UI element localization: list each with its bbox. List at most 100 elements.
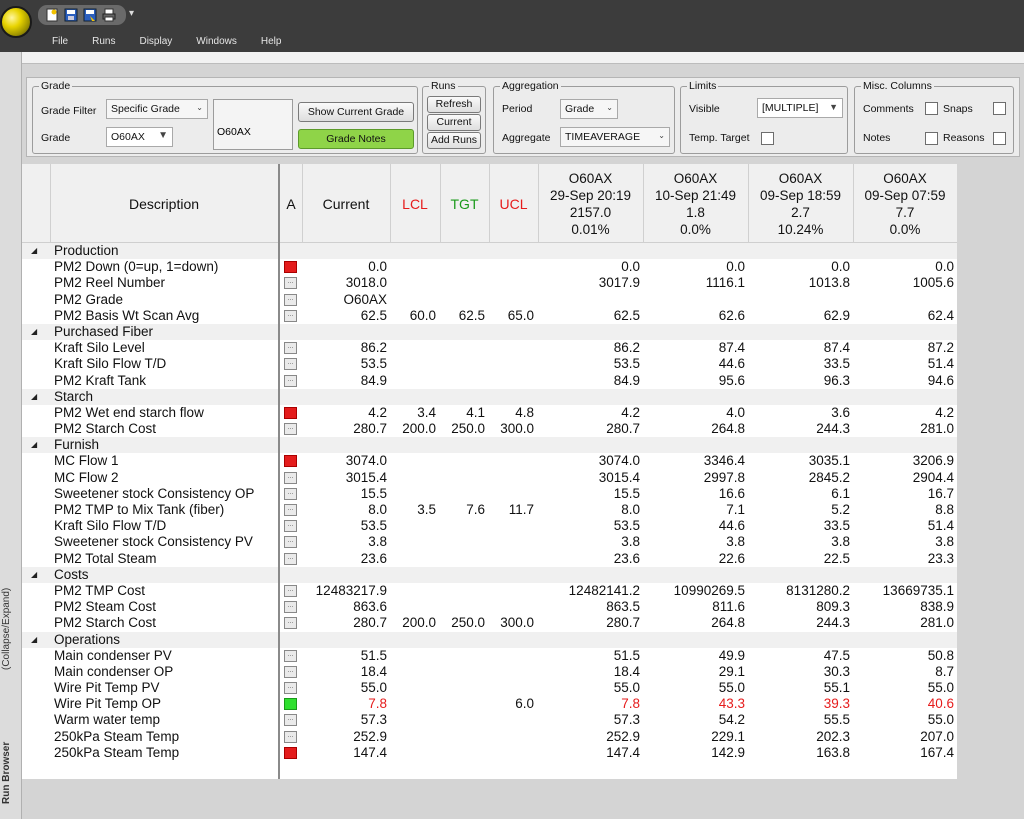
table-row[interactable]: Kraft Silo Level... 86.2 86.2 87.4 87.4 87.2 — [22, 340, 957, 356]
ellipsis-button[interactable]: ... — [284, 682, 297, 695]
run-browser-label[interactable]: Run Browser — [1, 741, 12, 804]
table-row[interactable]: MC Flow 2... 3015.4 3015.4 2997.8 2845.2 2904… — [22, 470, 957, 486]
menu-help[interactable]: Help — [260, 36, 282, 47]
table-row[interactable]: PM2 Steam Cost... 863.6 863.5 811.6 809.3 838… — [22, 599, 957, 615]
ellipsis-button[interactable]: ... — [284, 342, 297, 355]
collapse-expand-label[interactable]: (Collapse/Expand) — [1, 587, 12, 670]
ellipsis-button[interactable]: ... — [284, 584, 297, 597]
ellipsis-button[interactable]: ... — [284, 552, 297, 565]
run-browser-panel-tab[interactable]: (Collapse/Expand) Run Browser — [0, 52, 22, 819]
col-a[interactable]: A — [286, 195, 296, 212]
col-ucl[interactable]: UCL — [499, 195, 528, 212]
collapse-triangle-icon[interactable]: ◢ — [31, 634, 38, 644]
menu-display[interactable]: Display — [139, 36, 173, 47]
grade-select[interactable]: O60AX ▼ — [106, 127, 173, 147]
current-button[interactable]: Current — [427, 114, 481, 131]
grade-notes-button[interactable]: Grade Notes — [298, 129, 414, 149]
status-flag[interactable] — [284, 406, 297, 419]
grade-filter-select[interactable]: Specific Grade ⌄ — [106, 99, 208, 119]
ellipsis-button[interactable]: ... — [284, 471, 297, 484]
ellipsis-button[interactable]: ... — [284, 601, 297, 614]
collapse-triangle-icon[interactable]: ◢ — [31, 326, 38, 336]
table-row[interactable]: Kraft Silo Flow T/D... 53.5 53.5 44.6 33.5 51… — [22, 518, 957, 534]
snaps-checkbox[interactable] — [993, 102, 1006, 115]
menu-file[interactable]: File — [52, 36, 69, 47]
table-row[interactable]: Wire Pit Temp OP 7.8 6.0 7.8 43.3 39.3 40.6 — [22, 696, 957, 712]
table-row[interactable]: PM2 TMP to Mix Tank (fiber)... 8.0 3.5 7.6 1… — [22, 502, 957, 518]
col-run-4[interactable]: O60AX 09-Sep 07:59 7.7 0.0% — [853, 164, 957, 243]
aggregate-select[interactable]: TIMEAVERAGE ⌄ — [560, 127, 670, 147]
ellipsis-button[interactable]: ... — [284, 520, 297, 533]
ellipsis-button[interactable]: ... — [284, 536, 297, 549]
table-row[interactable]: PM2 Starch Cost... 280.7 200.0 250.0 300.0 28… — [22, 421, 957, 437]
table-row[interactable]: Sweetener stock Consistency PV... 3.8 3.8 3… — [22, 534, 957, 550]
ellipsis-button[interactable]: ... — [284, 617, 297, 630]
refresh-button[interactable]: Refresh — [427, 96, 481, 113]
menu-runs[interactable]: Runs — [92, 36, 116, 47]
table-row[interactable]: PM2 Basis Wt Scan Avg... 62.5 60.0 62.5 65.0… — [22, 308, 957, 324]
table-row[interactable]: MC Flow 1 3074.0 3074.0 3346.4 3035.1 3206.9 — [22, 453, 957, 469]
collapse-triangle-icon[interactable]: ◢ — [31, 440, 38, 450]
app-orb-button[interactable] — [0, 6, 32, 38]
col-current[interactable]: Current — [322, 195, 370, 212]
ellipsis-button[interactable]: ... — [284, 358, 297, 371]
table-row[interactable]: PM2 Wet end starch flow 4.2 3.4 4.1 4.8 4.2 4.… — [22, 405, 957, 421]
period-select[interactable]: Grade ⌄ — [560, 99, 618, 119]
table-row[interactable]: PM2 TMP Cost... 12483217.9 12482141.2 10990… — [22, 583, 957, 599]
category-row[interactable]: ◢ Purchased Fiber — [22, 323, 957, 341]
col-description[interactable]: Description — [128, 195, 200, 212]
table-row[interactable]: Main condenser OP... 18.4 18.4 29.1 30.3 8.7 — [22, 664, 957, 680]
visible-select[interactable]: [MULTIPLE] ▼ — [757, 98, 843, 118]
col-run-1[interactable]: O60AX 29-Sep 20:19 2157.0 0.01% — [538, 164, 643, 243]
ellipsis-button[interactable]: ... — [284, 665, 297, 678]
ellipsis-button[interactable]: ... — [284, 423, 297, 436]
table-row[interactable]: Main condenser PV... 51.5 51.5 49.9 47.5 50.8 — [22, 648, 957, 664]
col-run-3[interactable]: O60AX 09-Sep 18:59 2.7 10.24% — [748, 164, 853, 243]
category-row[interactable]: ◢ Starch — [22, 388, 957, 405]
add-runs-button[interactable]: Add Runs — [427, 132, 481, 149]
collapse-triangle-icon[interactable]: ◢ — [31, 391, 38, 401]
status-flag[interactable] — [284, 698, 297, 711]
table-row[interactable]: PM2 Reel Number... 3018.0 3017.9 1116.1 1013… — [22, 275, 957, 291]
ellipsis-button[interactable]: ... — [284, 649, 297, 662]
table-row[interactable]: PM2 Total Steam... 23.6 23.6 22.6 22.5 23.3 — [22, 551, 957, 567]
new-icon[interactable] — [44, 8, 60, 22]
table-row[interactable]: PM2 Kraft Tank... 84.9 84.9 95.6 96.3 94.6 — [22, 373, 957, 389]
col-tgt[interactable]: TGT — [450, 195, 479, 212]
status-flag[interactable] — [284, 261, 297, 274]
ellipsis-button[interactable]: ... — [284, 504, 297, 516]
save-as-icon[interactable] — [82, 8, 98, 22]
status-flag[interactable] — [284, 455, 297, 468]
category-row[interactable]: ◢ Operations — [22, 631, 957, 648]
table-row[interactable]: Sweetener stock Consistency OP... 15.5 15.… — [22, 486, 957, 502]
ellipsis-button[interactable]: ... — [284, 293, 297, 306]
collapse-triangle-icon[interactable]: ◢ — [31, 246, 38, 255]
collapse-triangle-icon[interactable]: ◢ — [31, 569, 38, 579]
show-current-grade-button[interactable]: Show Current Grade — [298, 102, 414, 122]
menu-windows[interactable]: Windows — [196, 36, 237, 47]
column-splitter[interactable] — [278, 164, 280, 779]
category-row[interactable]: ◢ Production — [22, 243, 957, 260]
reasons-checkbox[interactable] — [993, 132, 1006, 145]
ellipsis-button[interactable]: ... — [284, 309, 297, 322]
ellipsis-button[interactable]: ... — [284, 714, 297, 727]
table-row[interactable]: Warm water temp... 57.3 57.3 54.2 55.5 55.0 — [22, 712, 957, 728]
ellipsis-button[interactable]: ... — [284, 487, 297, 500]
temp-target-checkbox[interactable] — [761, 132, 774, 145]
col-run-2[interactable]: O60AX 10-Sep 21:49 1.8 0.0% — [643, 164, 748, 243]
status-flag[interactable] — [284, 746, 297, 759]
table-row[interactable]: PM2 Down (0=up, 1=down) 0.0 0.0 0.0 0.0 0.0 — [22, 259, 957, 275]
notes-checkbox[interactable] — [925, 132, 938, 145]
category-row[interactable]: ◢ Furnish — [22, 437, 957, 454]
ellipsis-button[interactable]: ... — [284, 730, 297, 743]
col-lcl[interactable]: LCL — [402, 195, 428, 212]
print-icon[interactable] — [101, 8, 117, 22]
ellipsis-button[interactable]: ... — [284, 277, 297, 290]
table-row[interactable]: Kraft Silo Flow T/D... 53.5 53.5 44.6 33.5 51… — [22, 356, 957, 372]
table-row[interactable]: PM2 Grade... O60AX — [22, 292, 957, 308]
table-row[interactable]: PM2 Starch Cost... 280.7 200.0 250.0 300.0 28… — [22, 615, 957, 631]
table-row[interactable]: 250kPa Steam Temp... 252.9 252.9 229.1 202.3… — [22, 729, 957, 745]
save-icon[interactable] — [63, 8, 79, 22]
table-row[interactable]: Wire Pit Temp PV... 55.0 55.0 55.0 55.1 55.0 — [22, 680, 957, 696]
ellipsis-button[interactable]: ... — [284, 374, 297, 387]
